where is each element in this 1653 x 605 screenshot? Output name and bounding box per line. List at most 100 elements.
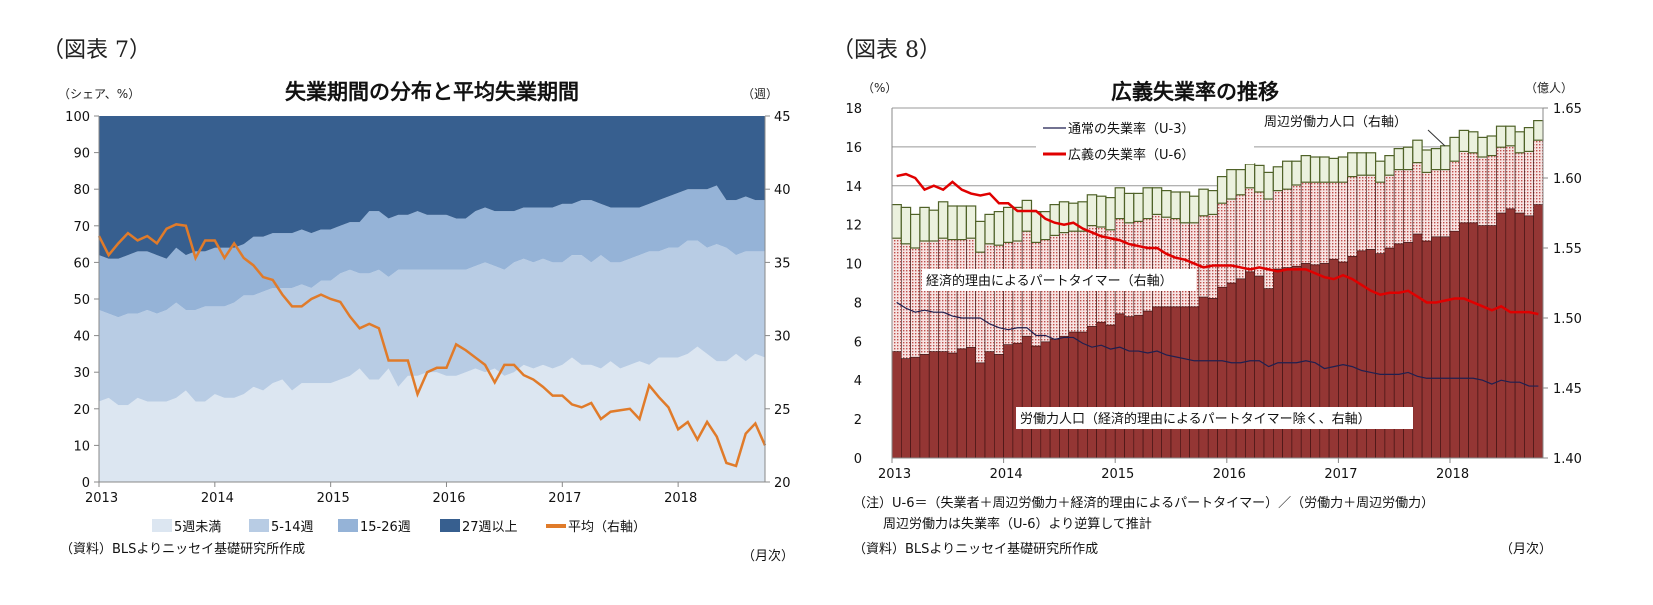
bar-labor_force	[1226, 282, 1237, 459]
marginal-annotation: 周辺労働力人口（右軸）	[1264, 115, 1407, 130]
bar-labor_force	[928, 351, 939, 459]
bar-part_time	[1393, 169, 1404, 245]
bar-labor_force	[1496, 212, 1507, 459]
u3-line	[896, 301, 1539, 387]
bar-marginal	[1216, 176, 1228, 204]
legend-swatch	[440, 519, 460, 532]
bar-marginal	[1374, 160, 1386, 183]
bar-marginal	[1068, 202, 1079, 232]
average-duration-line	[97, 223, 767, 468]
bar-part_time	[1477, 156, 1488, 226]
bar-marginal	[1263, 171, 1274, 200]
bar-marginal	[1393, 148, 1405, 171]
bar-marginal	[1254, 164, 1265, 193]
annotation-bg	[1262, 110, 1432, 132]
bar-labor_force	[1040, 341, 1051, 459]
bar-labor_force	[1161, 306, 1172, 459]
x-tick-label: 2017	[1324, 467, 1357, 482]
bar-part_time	[900, 243, 911, 359]
x-tick-label: 2016	[1213, 467, 1246, 482]
bar-part_time	[1207, 214, 1218, 299]
bar-part_time	[956, 239, 967, 350]
left-tick-label: 40	[73, 330, 90, 345]
bar-marginal	[891, 204, 902, 239]
bar-labor_force	[938, 351, 949, 459]
area-series-1	[99, 240, 765, 406]
left-tick-label: 6	[854, 335, 862, 350]
bar-labor_force	[1152, 306, 1163, 459]
bar-marginal	[1337, 156, 1349, 183]
bar-part_time	[1300, 181, 1311, 264]
bar-labor_force	[956, 348, 967, 459]
chart2-right-axis-unit: （億人）	[1525, 81, 1573, 95]
bar-labor_force	[993, 354, 1004, 459]
legend-swatch	[152, 519, 172, 532]
bar-marginal	[1188, 195, 1200, 224]
figure-8-label: （図表 8）	[832, 38, 941, 63]
left-tick-label: 0	[854, 452, 862, 467]
bar-marginal	[1402, 146, 1414, 171]
bar-labor_force	[910, 356, 921, 459]
bar-labor_force	[1421, 240, 1432, 459]
bar-marginal	[1291, 160, 1302, 186]
bar-labor_force	[947, 352, 958, 459]
bar-labor_force	[1440, 236, 1451, 459]
left-tick-label: 16	[845, 141, 862, 156]
bar-marginal	[1058, 201, 1070, 234]
chart1-left-axis-unit: （シェア、%）	[58, 87, 140, 101]
area-series-3	[99, 116, 765, 259]
bar-part_time	[1524, 151, 1535, 217]
bar-marginal	[1365, 152, 1377, 176]
labor-force-annotation: 労働力人口（経済的理由によるパートタイマー除く、右軸）	[1020, 411, 1371, 427]
bar-labor_force	[1468, 222, 1479, 459]
bar-part_time	[1282, 188, 1293, 268]
bar-part_time	[1170, 218, 1181, 308]
bar-labor_force	[1310, 264, 1321, 459]
bar-part_time	[1468, 152, 1479, 224]
figure-7-label: （図表 7）	[42, 38, 151, 63]
bar-marginal	[1086, 194, 1098, 227]
bar-marginal	[1281, 160, 1293, 190]
area-series-2	[99, 185, 765, 318]
bar-part_time	[1347, 176, 1358, 257]
bar-part_time	[1505, 145, 1516, 210]
legend-box	[1036, 114, 1254, 164]
bar-part_time	[1161, 216, 1172, 308]
bar-labor_force	[1431, 236, 1442, 459]
bar-marginal	[1421, 149, 1432, 173]
bar-marginal	[909, 213, 921, 249]
area-series-0	[99, 346, 765, 482]
right-tick-label: 45	[774, 110, 791, 125]
u6-line	[896, 172, 1539, 316]
bar-marginal	[947, 205, 958, 241]
bar-part_time	[1273, 190, 1283, 270]
legend-swatch	[338, 519, 358, 532]
bar-marginal	[1030, 211, 1042, 244]
bar-part_time	[1514, 152, 1525, 214]
bar-labor_force	[1412, 233, 1423, 459]
left-tick-label: 60	[73, 256, 90, 271]
bar-marginal	[1021, 199, 1033, 232]
bar-part_time	[966, 237, 977, 348]
bar-labor_force	[1114, 313, 1125, 459]
left-tick-label: 18	[845, 102, 862, 117]
x-tick-label: 2018	[664, 491, 697, 506]
bar-part_time	[1198, 215, 1209, 298]
legend-u6-label: 広義の失業率（U-6）	[1068, 147, 1194, 163]
bar-marginal	[1142, 187, 1153, 220]
bar-part_time	[1328, 181, 1339, 260]
bar-labor_force	[1217, 286, 1228, 459]
chart1-title: 失業期間の分布と平均失業期間	[285, 80, 579, 104]
chart2-note-1: （注）U-6＝（失業者＋周辺労働力＋経済的理由によるパートタイマー）／（労働力＋…	[853, 495, 1434, 511]
right-tick-label: 1.60	[1553, 172, 1582, 187]
annotation-bg	[1016, 407, 1413, 429]
bar-marginal	[1486, 135, 1498, 157]
bar-marginal	[1105, 197, 1116, 231]
bar-marginal	[1495, 125, 1507, 148]
bar-labor_force	[1142, 310, 1153, 459]
right-tick-label: 35	[774, 256, 791, 271]
x-tick-label: 2018	[1436, 467, 1469, 482]
bar-labor_force	[984, 351, 995, 459]
legend-label: 15-26週	[360, 520, 411, 535]
